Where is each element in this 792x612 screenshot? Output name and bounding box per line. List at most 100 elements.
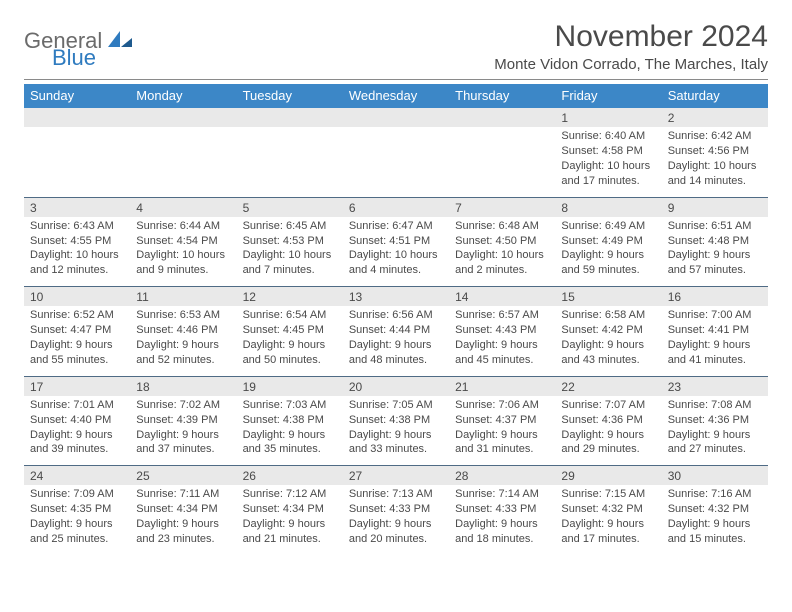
calendar-table: SundayMondayTuesdayWednesdayThursdayFrid… [24,84,768,549]
sunset-text: Sunset: 4:56 PM [668,144,762,159]
day-info: Sunrise: 6:58 AMSunset: 4:42 PMDaylight:… [555,306,661,376]
day-info [24,127,130,197]
sunrise-text: Sunrise: 7:01 AM [30,398,124,413]
day-info: Sunrise: 6:49 AMSunset: 4:49 PMDaylight:… [555,217,661,287]
daylight-text-2: and 17 minutes. [561,174,655,189]
sunset-text: Sunset: 4:40 PM [30,413,124,428]
title-block: November 2024 Monte Vidon Corrado, The M… [494,20,768,73]
sunset-text: Sunset: 4:58 PM [561,144,655,159]
sunrise-text: Sunrise: 6:43 AM [30,219,124,234]
daylight-text-2: and 4 minutes. [349,263,443,278]
logo-text-blue: Blue [52,45,96,71]
day-number: 3 [24,197,130,217]
day-info-row: Sunrise: 7:01 AMSunset: 4:40 PMDaylight:… [24,396,768,466]
sunset-text: Sunset: 4:55 PM [30,234,124,249]
sunrise-text: Sunrise: 7:16 AM [668,487,762,502]
daylight-text-1: Daylight: 9 hours [349,428,443,443]
daylight-text-1: Daylight: 10 hours [30,248,124,263]
day-number: 19 [237,376,343,396]
day-number: 24 [24,466,130,486]
sunset-text: Sunset: 4:34 PM [243,502,337,517]
day-number: 16 [662,287,768,307]
sunset-text: Sunset: 4:45 PM [243,323,337,338]
daylight-text-2: and 12 minutes. [30,263,124,278]
daylight-text-1: Daylight: 10 hours [136,248,230,263]
sunset-text: Sunset: 4:51 PM [349,234,443,249]
daylight-text-2: and 9 minutes. [136,263,230,278]
day-number: 1 [555,108,661,127]
sunset-text: Sunset: 4:36 PM [561,413,655,428]
sunrise-text: Sunrise: 7:12 AM [243,487,337,502]
page-header: General November 2024 Monte Vidon Corrad… [24,20,768,73]
daylight-text-1: Daylight: 9 hours [243,338,337,353]
day-number: 9 [662,197,768,217]
sunset-text: Sunset: 4:41 PM [668,323,762,338]
sunset-text: Sunset: 4:48 PM [668,234,762,249]
daylight-text-2: and 31 minutes. [455,442,549,457]
daylight-text-2: and 35 minutes. [243,442,337,457]
sunrise-text: Sunrise: 6:58 AM [561,308,655,323]
sunrise-text: Sunrise: 6:48 AM [455,219,549,234]
day-info: Sunrise: 6:56 AMSunset: 4:44 PMDaylight:… [343,306,449,376]
day-info-row: Sunrise: 6:43 AMSunset: 4:55 PMDaylight:… [24,217,768,287]
day-info-row: Sunrise: 6:40 AMSunset: 4:58 PMDaylight:… [24,127,768,197]
daylight-text-1: Daylight: 9 hours [136,338,230,353]
day-number: 6 [343,197,449,217]
sunset-text: Sunset: 4:34 PM [136,502,230,517]
day-number: 17 [24,376,130,396]
logo-sail-icon [108,29,134,54]
day-number [343,108,449,127]
sunrise-text: Sunrise: 6:56 AM [349,308,443,323]
sunset-text: Sunset: 4:32 PM [561,502,655,517]
day-number [237,108,343,127]
sunset-text: Sunset: 4:37 PM [455,413,549,428]
sunset-text: Sunset: 4:35 PM [30,502,124,517]
day-info: Sunrise: 7:12 AMSunset: 4:34 PMDaylight:… [237,485,343,548]
sunrise-text: Sunrise: 6:40 AM [561,129,655,144]
daylight-text-1: Daylight: 9 hours [455,338,549,353]
sunset-text: Sunset: 4:54 PM [136,234,230,249]
daylight-text-2: and 52 minutes. [136,353,230,368]
daylight-text-1: Daylight: 9 hours [30,428,124,443]
weekday-header: Monday [130,84,236,108]
day-number: 10 [24,287,130,307]
sunrise-text: Sunrise: 7:14 AM [455,487,549,502]
day-info: Sunrise: 6:51 AMSunset: 4:48 PMDaylight:… [662,217,768,287]
daylight-text-1: Daylight: 9 hours [136,428,230,443]
daylight-text-1: Daylight: 9 hours [561,248,655,263]
day-number: 2 [662,108,768,127]
day-number-row: 10111213141516 [24,287,768,307]
weekday-header: Friday [555,84,661,108]
daylight-text-1: Daylight: 10 hours [561,159,655,174]
day-info: Sunrise: 7:02 AMSunset: 4:39 PMDaylight:… [130,396,236,466]
day-number [24,108,130,127]
daylight-text-2: and 21 minutes. [243,532,337,547]
daylight-text-1: Daylight: 9 hours [243,517,337,532]
daylight-text-1: Daylight: 9 hours [243,428,337,443]
day-number: 15 [555,287,661,307]
sunset-text: Sunset: 4:39 PM [136,413,230,428]
day-number [130,108,236,127]
sunset-text: Sunset: 4:53 PM [243,234,337,249]
day-info: Sunrise: 6:40 AMSunset: 4:58 PMDaylight:… [555,127,661,197]
daylight-text-2: and 41 minutes. [668,353,762,368]
daylight-text-1: Daylight: 9 hours [668,428,762,443]
sunrise-text: Sunrise: 6:54 AM [243,308,337,323]
day-number: 22 [555,376,661,396]
sunrise-text: Sunrise: 6:51 AM [668,219,762,234]
sunrise-text: Sunrise: 6:52 AM [30,308,124,323]
daylight-text-2: and 14 minutes. [668,174,762,189]
month-title: November 2024 [494,20,768,54]
day-number: 21 [449,376,555,396]
sunrise-text: Sunrise: 7:05 AM [349,398,443,413]
weekday-header: Tuesday [237,84,343,108]
day-number: 27 [343,466,449,486]
day-number: 23 [662,376,768,396]
sunset-text: Sunset: 4:36 PM [668,413,762,428]
day-number-row: 24252627282930 [24,466,768,486]
weekday-header: Saturday [662,84,768,108]
day-info-row: Sunrise: 6:52 AMSunset: 4:47 PMDaylight:… [24,306,768,376]
daylight-text-1: Daylight: 9 hours [30,338,124,353]
day-number-row: 3456789 [24,197,768,217]
sunrise-text: Sunrise: 7:11 AM [136,487,230,502]
